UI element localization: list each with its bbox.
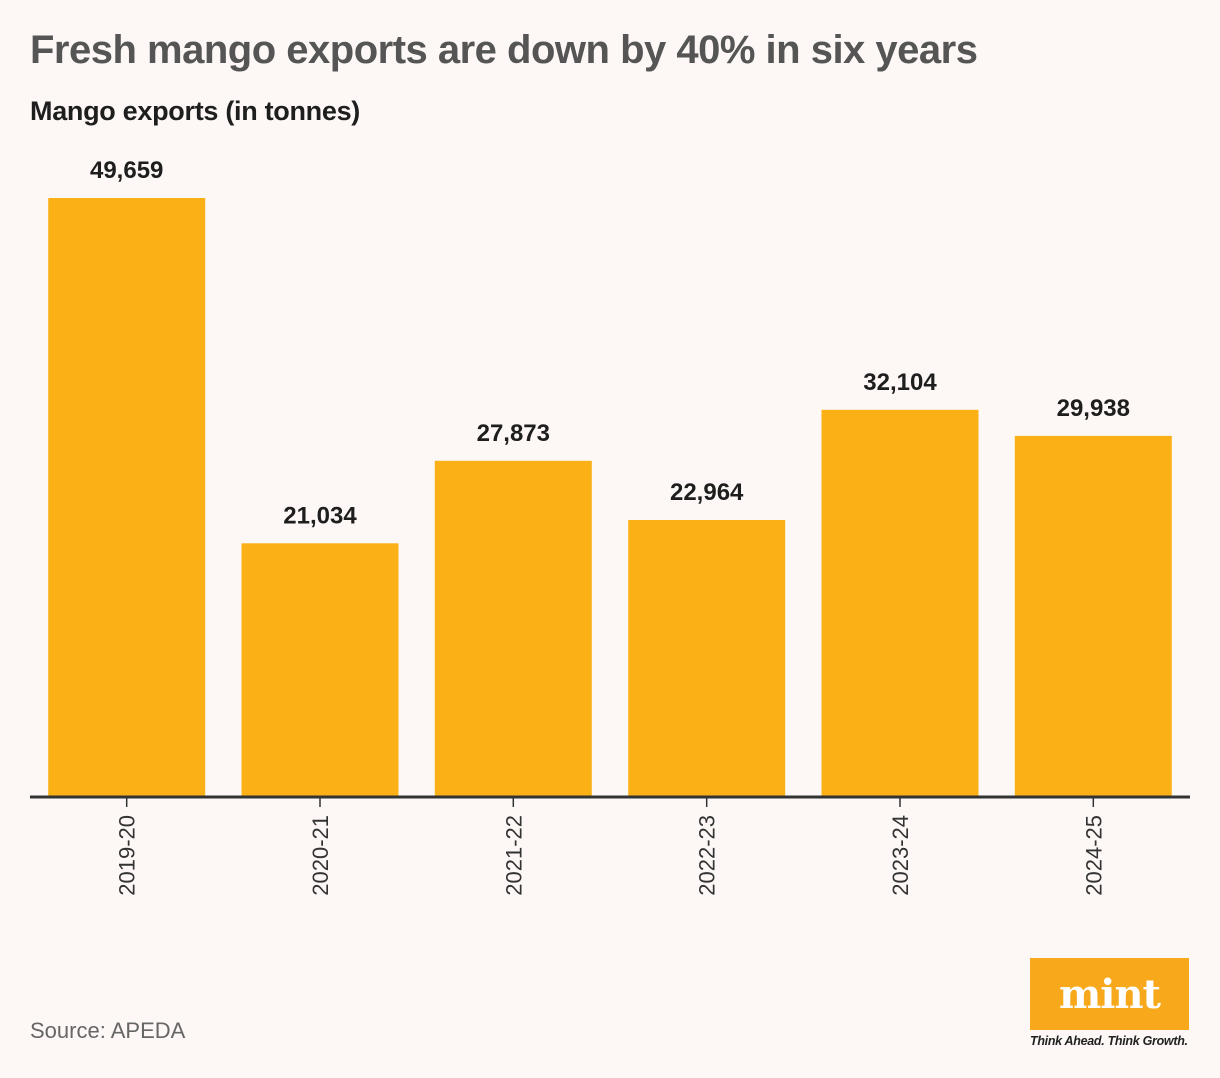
bar-2024-25 <box>1014 435 1172 797</box>
value-label-2023-24: 32,104 <box>863 369 937 396</box>
source-note: Source: APEDA <box>30 1018 186 1043</box>
tick-label-2023-24: 2023-24 <box>888 815 913 896</box>
mint-logo-text: mint <box>1058 970 1161 1018</box>
mint-logo: mint <box>1030 958 1189 1030</box>
tick-label-2021-22: 2021-22 <box>501 815 526 896</box>
value-label-2019-20: 49,659 <box>90 157 163 184</box>
bar-2021-22 <box>434 460 592 797</box>
chart-title: Fresh mango exports are down by 40% in s… <box>30 28 978 72</box>
tick-label-2019-20: 2019-20 <box>115 815 140 896</box>
chart-subtitle: Mango exports (in tonnes) <box>30 96 361 126</box>
bar-2022-23 <box>628 520 786 797</box>
value-label-2022-23: 22,964 <box>670 479 744 506</box>
bar-2019-20 <box>48 198 206 797</box>
value-label-2021-22: 27,873 <box>477 420 550 447</box>
tick-label-2024-25: 2024-25 <box>1081 815 1106 896</box>
logo-tagline: Think Ahead. Think Growth. <box>1030 1034 1188 1048</box>
value-label-2020-21: 21,034 <box>283 502 357 529</box>
bar-2023-24 <box>821 409 979 797</box>
bar-chart: 49,659 2019-20 21,034 2020-21 27,873 2021-22 2… <box>30 157 1190 896</box>
value-label-2024-25: 29,938 <box>1057 395 1130 422</box>
tick-label-2022-23: 2022-23 <box>695 815 720 896</box>
bar-2020-21 <box>241 543 399 797</box>
tick-label-2020-21: 2020-21 <box>308 815 333 896</box>
